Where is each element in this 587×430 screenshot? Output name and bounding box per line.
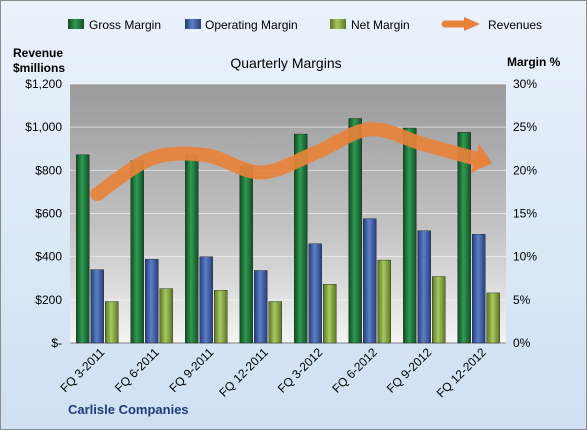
revenues-arrowhead xyxy=(470,144,493,173)
operating-margin-bar xyxy=(199,256,213,344)
gross-margin-bar xyxy=(348,118,362,344)
left-tick-label: $800 xyxy=(35,163,62,177)
category-label: FQ 12-2012 xyxy=(434,345,489,400)
bars xyxy=(76,118,500,344)
net-margin-bar xyxy=(268,301,282,344)
left-axis-title-line2: $millions xyxy=(13,61,65,75)
operating-margin-bar xyxy=(472,234,486,344)
legend-label-gross-margin: Gross Margin xyxy=(89,18,161,32)
right-tick-label: 5% xyxy=(513,293,531,307)
category-label: FQ 6-2011 xyxy=(112,345,162,395)
operating-margin-bar xyxy=(308,243,322,344)
legend: Gross Margin Operating Margin Net Margin… xyxy=(68,17,542,32)
legend-label-net-margin: Net Margin xyxy=(351,18,410,32)
chart-title: Quarterly Margins xyxy=(230,55,341,71)
right-tick-label: 30% xyxy=(513,77,537,91)
category-label: FQ 6-2012 xyxy=(329,345,380,396)
legend-swatch-net-margin xyxy=(330,19,346,29)
category-label: FQ 3-2011 xyxy=(58,345,108,395)
category-label: FQ 9-2011 xyxy=(167,345,217,395)
left-axis-title-line1: Revenue xyxy=(13,46,63,60)
gross-margin-bar xyxy=(76,154,90,344)
right-tick-label: 20% xyxy=(513,163,537,177)
right-tick-label: 15% xyxy=(513,207,537,221)
legend-swatch-gross-margin xyxy=(68,19,84,29)
gross-margin-bar xyxy=(185,155,199,344)
operating-margin-bar xyxy=(254,270,268,344)
legend-swatch-operating-margin xyxy=(185,19,201,29)
gross-margin-bar xyxy=(403,127,417,344)
net-margin-bar xyxy=(105,301,119,344)
legend-arrowhead-revenues xyxy=(464,17,480,31)
right-tick-label: 10% xyxy=(513,250,537,264)
right-axis-title: Margin % xyxy=(507,55,561,69)
category-labels: FQ 3-2011 FQ 6-2011 FQ 9-2011 FQ 12-2011 FQ … xyxy=(58,345,490,400)
left-axis-ticks: $- $200 $400 $600 $800 $1,000 $1,200 xyxy=(25,77,62,350)
net-margin-bar xyxy=(377,259,391,344)
legend-label-operating-margin: Operating Margin xyxy=(205,18,298,32)
right-tick-label: 0% xyxy=(513,336,531,350)
category-label: FQ 12-2011 xyxy=(216,345,271,400)
revenues-line xyxy=(90,122,486,202)
operating-margin-bar xyxy=(90,269,104,344)
category-label: FQ 3-2012 xyxy=(275,345,326,396)
gross-margin-bar xyxy=(130,160,144,344)
operating-margin-bar xyxy=(145,259,159,344)
left-tick-label: $1,200 xyxy=(25,77,62,91)
left-tick-label: $1,000 xyxy=(25,120,62,134)
operating-margin-bar xyxy=(417,230,431,344)
operating-margin-bar xyxy=(363,218,377,344)
company-name: Carlisle Companies xyxy=(68,402,189,417)
left-tick-label: $- xyxy=(51,336,62,350)
gross-margin-bar xyxy=(457,132,471,344)
net-margin-bar xyxy=(214,290,228,344)
left-tick-label: $200 xyxy=(35,293,62,307)
right-tick-label: 25% xyxy=(513,120,537,134)
legend-label-revenues: Revenues xyxy=(488,18,542,32)
net-margin-bar xyxy=(432,276,446,344)
right-axis-ticks: 0% 5% 10% 15% 20% 25% 30% xyxy=(513,77,537,350)
net-margin-bar xyxy=(323,284,337,344)
gross-margin-bar xyxy=(294,133,308,344)
left-tick-label: $400 xyxy=(35,250,62,264)
left-tick-label: $600 xyxy=(35,207,62,221)
gross-margin-bar xyxy=(239,165,253,344)
category-label: FQ 9-2012 xyxy=(384,345,435,396)
net-margin-bar xyxy=(159,288,173,344)
revenue-line xyxy=(90,122,493,202)
net-margin-bar xyxy=(486,292,500,344)
